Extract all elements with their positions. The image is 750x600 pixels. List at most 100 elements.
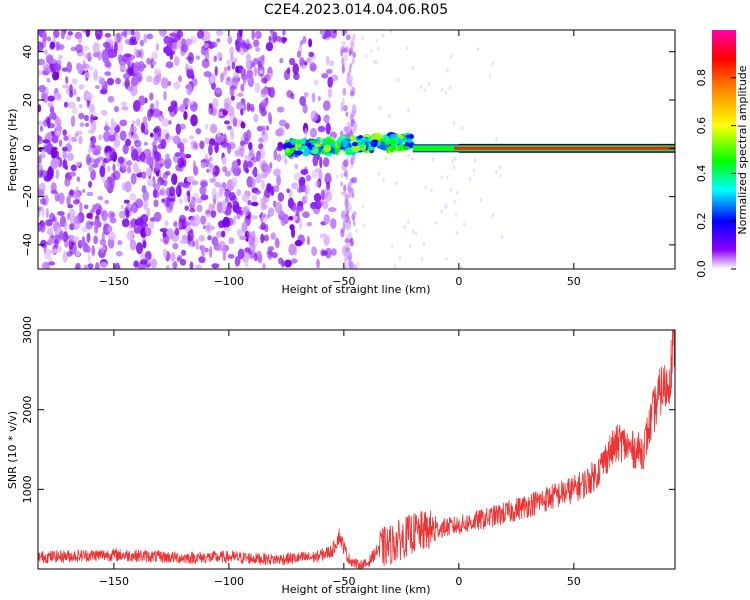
noise-cell (75, 161, 81, 167)
noise-cell (452, 121, 456, 126)
noise-cell (473, 157, 477, 162)
noise-cell (330, 218, 337, 229)
noise-cell (204, 49, 210, 59)
noise-cell (168, 120, 172, 125)
noise-cell (327, 88, 333, 99)
noise-cell (324, 30, 332, 38)
noise-cell (188, 135, 195, 140)
noise-cell (449, 187, 453, 192)
noise-cell (89, 137, 94, 142)
noise-cell (282, 30, 286, 36)
noise-cell (133, 226, 141, 234)
noise-cell (250, 215, 258, 220)
noise-cell (99, 165, 106, 178)
noise-cell (145, 225, 149, 236)
noise-cell (205, 209, 211, 215)
noise-cell (313, 79, 319, 86)
noise-cell (49, 41, 56, 49)
noise-cell (122, 73, 131, 80)
y-tick-label: 40 (21, 45, 34, 59)
noise-cell (139, 39, 144, 47)
noise-cell (62, 158, 68, 169)
noise-cell (286, 90, 293, 98)
noise-cell (263, 234, 269, 242)
colorbar-gradient (712, 30, 736, 269)
noise-cell (118, 210, 126, 219)
noise-cell (75, 186, 79, 191)
noise-cell (38, 120, 43, 126)
noise-cell (124, 180, 132, 193)
noise-cell (277, 141, 284, 150)
noise-cell (48, 237, 55, 245)
signal-cell (407, 138, 413, 144)
noise-cell (60, 30, 65, 40)
noise-cell (234, 149, 241, 157)
colorbar-tick-label: 0.4 (695, 165, 708, 183)
noise-cell (57, 210, 65, 216)
noise-cell (125, 209, 130, 219)
noise-cell (155, 99, 159, 109)
noise-cell (148, 219, 155, 230)
y-tick-label: 0 (21, 145, 34, 152)
noise-cell (195, 55, 200, 61)
noise-cell (87, 129, 95, 134)
noise-cell (99, 238, 107, 246)
noise-cell (222, 216, 230, 229)
noise-cell (113, 262, 121, 269)
noise-cell (77, 34, 83, 44)
noise-cell (201, 245, 206, 258)
noise-cell (398, 256, 402, 261)
noise-cell (244, 155, 252, 161)
noise-cell (159, 227, 168, 233)
noise-cell (352, 210, 357, 216)
noise-cell (240, 107, 244, 116)
noise-cell (342, 87, 347, 96)
noise-cell (126, 165, 132, 174)
figure-title: C2E4.2023.014.04.06.R05 (264, 2, 448, 18)
noise-cell (254, 189, 262, 195)
noise-cell (215, 230, 223, 239)
noise-cell (203, 43, 210, 48)
signal-cell (312, 146, 319, 150)
noise-cell (146, 57, 151, 65)
noise-cell (454, 213, 458, 218)
noise-cell (260, 179, 265, 190)
noise-cell (349, 241, 355, 246)
noise-cell (422, 242, 426, 247)
noise-cell (58, 139, 63, 147)
noise-cell (46, 168, 54, 180)
noise-cell (107, 165, 111, 173)
noise-cell (206, 168, 210, 173)
noise-cell (105, 44, 111, 53)
noise-cell (70, 115, 76, 127)
noise-cell (179, 198, 183, 205)
noise-cell (127, 85, 135, 92)
noise-cell (390, 244, 394, 249)
noise-cell (344, 238, 350, 244)
noise-cell (246, 161, 253, 168)
noise-cell (194, 214, 201, 226)
noise-cell (349, 113, 354, 122)
noise-cell (183, 194, 188, 204)
noise-cell (142, 240, 147, 249)
noise-cell (491, 61, 495, 66)
noise-cell (329, 60, 334, 67)
signal-cell (285, 147, 291, 153)
noise-cell (67, 132, 72, 145)
noise-cell (273, 184, 280, 193)
noise-cell (160, 77, 169, 89)
noise-cell (245, 129, 252, 141)
noise-cell (341, 246, 347, 256)
noise-cell (177, 254, 183, 261)
noise-cell (260, 212, 268, 225)
noise-cell (472, 168, 476, 173)
noise-cell (78, 104, 83, 109)
noise-cell (169, 53, 174, 60)
x-tick-label: 50 (567, 275, 581, 288)
noise-cell (328, 207, 336, 213)
noise-cell (414, 231, 418, 236)
noise-cell (117, 156, 125, 164)
noise-cell (342, 215, 347, 222)
noise-cell (260, 233, 265, 244)
